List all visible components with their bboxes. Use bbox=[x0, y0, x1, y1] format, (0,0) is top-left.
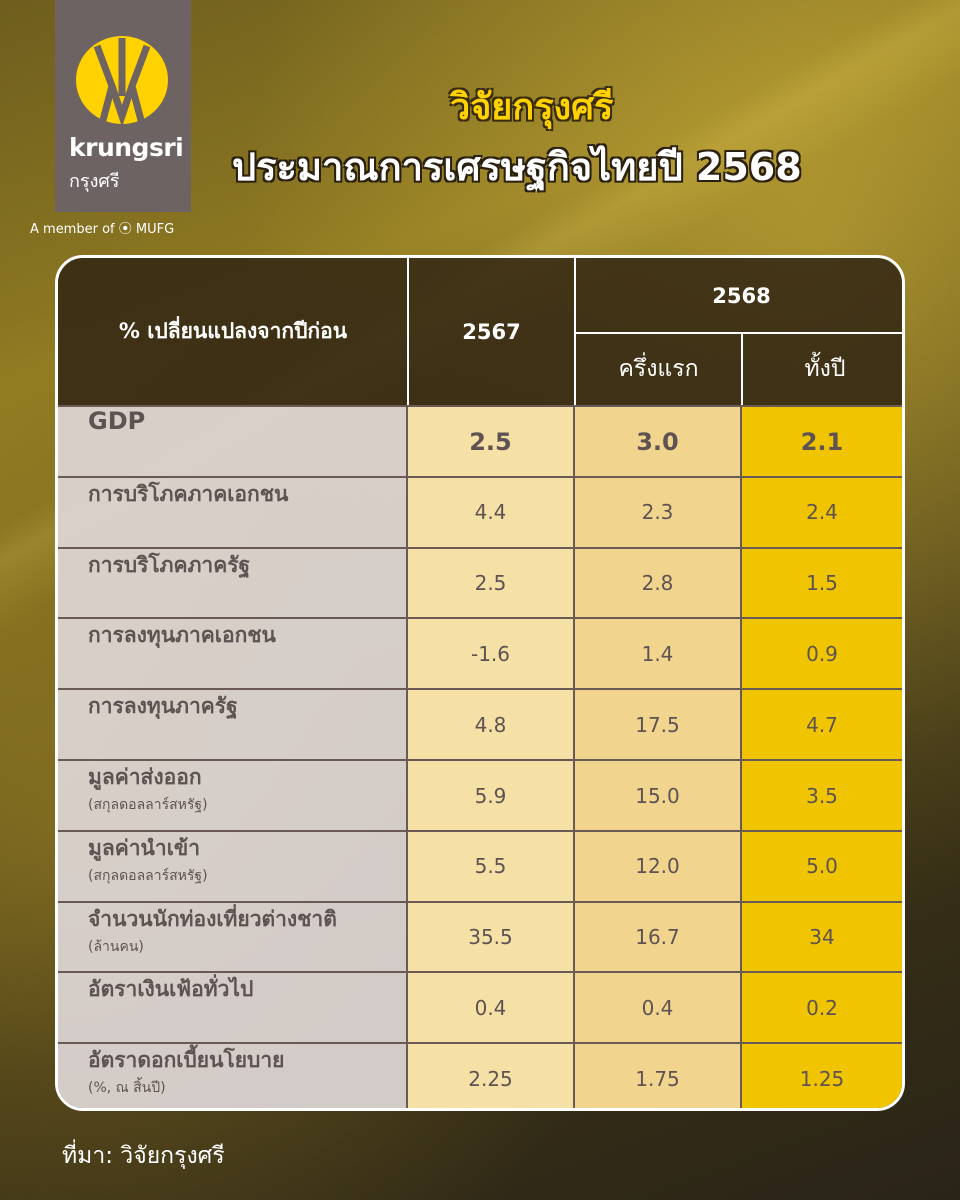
value-2568-full-year: 0.9 bbox=[742, 619, 902, 689]
divider bbox=[741, 333, 743, 405]
row-label-cell: การลงทุนภาครัฐ bbox=[58, 690, 408, 760]
header-2568: 2568 bbox=[712, 283, 771, 308]
table-row: การบริโภคภาคเอกชน 4.4 2.3 2.4 bbox=[58, 475, 902, 547]
value-2568-first-half: 3.0 bbox=[575, 407, 742, 476]
table-row: จำนวนนักท่องเที่ยวต่างชาติ (ล้านคน) 35.5 … bbox=[58, 900, 902, 972]
value-2568-first-half: 2.3 bbox=[575, 477, 742, 547]
row-label: มูลค่านำเข้า bbox=[88, 835, 201, 860]
value-2568-first-half: 17.5 bbox=[575, 690, 742, 760]
row-label-cell: อัตราดอกเบี้ยนโยบาย (%, ณ สิ้นปี) bbox=[58, 1044, 408, 1108]
header-label: % เปลี่ยนแปลงจากปีก่อน bbox=[118, 319, 348, 343]
value-2568-first-half: 12.0 bbox=[575, 831, 742, 901]
brand-name-th: กรุงศรี bbox=[69, 171, 120, 192]
row-label-cell: มูลค่าส่งออก (สกุลดอลลาร์สหรัฐ) bbox=[58, 761, 408, 830]
header-2567: 2567 bbox=[462, 319, 521, 344]
table-row: การลงทุนภาครัฐ 4.8 17.5 4.7 bbox=[58, 688, 902, 760]
value-2567: 35.5 bbox=[408, 902, 575, 972]
mufg-member-text: A member of ⦿ MUFG bbox=[30, 222, 175, 237]
divider bbox=[575, 332, 902, 334]
value-2568-full-year: 4.7 bbox=[742, 690, 902, 760]
row-label-cell: จำนวนนักท่องเที่ยวต่างชาติ (ล้านคน) bbox=[58, 902, 408, 972]
value-2568-first-half: 2.8 bbox=[575, 548, 742, 618]
divider bbox=[407, 258, 409, 405]
row-sublabel: (สกุลดอลลาร์สหรัฐ) bbox=[88, 867, 208, 884]
value-2567: 5.5 bbox=[408, 831, 575, 901]
row-label: จำนวนนักท่องเที่ยวต่างชาติ bbox=[88, 906, 337, 931]
row-label: การบริโภคภาคเอกชน bbox=[88, 481, 289, 506]
row-sublabel: (สกุลดอลลาร์สหรัฐ) bbox=[88, 797, 208, 813]
krungsri-emblem-icon bbox=[76, 36, 168, 128]
row-sublabel: (%, ณ สิ้นปี) bbox=[88, 1080, 166, 1097]
value-2568-first-half: 1.75 bbox=[575, 1044, 742, 1108]
value-2568-first-half: 1.4 bbox=[575, 619, 742, 689]
brand-name-en: krungsri bbox=[69, 133, 184, 162]
table-row: อัตราเงินเฟ้อทั่วไป 0.4 0.4 0.2 bbox=[58, 971, 902, 1043]
row-label: การลงทุนภาคเอกชน bbox=[88, 623, 276, 648]
table-row: มูลค่าส่งออก (สกุลดอลลาร์สหรัฐ) 5.9 15.0 … bbox=[58, 759, 902, 830]
row-label-cell: GDP bbox=[58, 407, 408, 476]
title-line2: ประมาณการเศรษฐกิจไทยปี 2568 bbox=[232, 145, 802, 189]
value-2568-full-year: 0.2 bbox=[742, 973, 902, 1043]
value-2568-full-year: 1.5 bbox=[742, 548, 902, 618]
krungsri-logo: krungsri กรุงศรี bbox=[55, 0, 191, 212]
row-sublabel: (ล้านคน) bbox=[88, 938, 144, 955]
divider bbox=[574, 258, 576, 405]
value-2568-full-year: 1.25 bbox=[742, 1044, 902, 1108]
source-note: ที่มา: วิจัยกรุงศรี bbox=[62, 1143, 225, 1169]
table-header: % เปลี่ยนแปลงจากปีก่อน 2567 2568 ครึ่งแร… bbox=[58, 258, 902, 405]
value-2567: 2.5 bbox=[408, 548, 575, 618]
value-2568-first-half: 16.7 bbox=[575, 902, 742, 972]
forecast-table: % เปลี่ยนแปลงจากปีก่อน 2567 2568 ครึ่งแร… bbox=[55, 255, 905, 1111]
value-2567: 4.8 bbox=[408, 690, 575, 760]
table-row: มูลค่านำเข้า (สกุลดอลลาร์สหรัฐ) 5.5 12.0 … bbox=[58, 829, 902, 901]
row-label-cell: มูลค่านำเข้า (สกุลดอลลาร์สหรัฐ) bbox=[58, 831, 408, 901]
value-2568-full-year: 34 bbox=[742, 902, 902, 972]
value-2567: 5.9 bbox=[408, 761, 575, 830]
table-row: การลงทุนภาคเอกชน -1.6 1.4 0.9 bbox=[58, 617, 902, 689]
value-2568-full-year: 2.4 bbox=[742, 477, 902, 547]
table-row: การบริโภคภาครัฐ 2.5 2.8 1.5 bbox=[58, 546, 902, 618]
row-label-cell: การบริโภคภาคเอกชน bbox=[58, 477, 408, 547]
value-2568-first-half: 15.0 bbox=[575, 761, 742, 830]
header-full-year: ทั้งปี bbox=[804, 356, 846, 382]
value-2567: 4.4 bbox=[408, 477, 575, 547]
value-2567: 2.5 bbox=[408, 407, 575, 476]
value-2567: -1.6 bbox=[408, 619, 575, 689]
title-line1: วิจัยกรุงศรี bbox=[0, 78, 960, 135]
row-label: การบริโภคภาครัฐ bbox=[88, 552, 251, 577]
row-label: GDP bbox=[88, 407, 146, 435]
table-row: GDP 2.5 3.0 2.1 bbox=[58, 405, 902, 476]
row-label: การลงทุนภาครัฐ bbox=[88, 694, 238, 719]
title-line1-text: วิจัยกรุงศรี bbox=[450, 87, 614, 128]
value-2567: 0.4 bbox=[408, 973, 575, 1043]
value-2568-first-half: 0.4 bbox=[575, 973, 742, 1043]
value-2568-full-year: 3.5 bbox=[742, 761, 902, 830]
table-row: อัตราดอกเบี้ยนโยบาย (%, ณ สิ้นปี) 2.25 1.… bbox=[58, 1042, 902, 1108]
row-label: อัตราเงินเฟ้อทั่วไป bbox=[88, 977, 254, 1002]
value-2567: 2.25 bbox=[408, 1044, 575, 1108]
row-label-cell: การลงทุนภาคเอกชน bbox=[58, 619, 408, 689]
value-2568-full-year: 5.0 bbox=[742, 831, 902, 901]
row-label: มูลค่าส่งออก bbox=[88, 765, 202, 789]
value-2568-full-year: 2.1 bbox=[742, 407, 902, 476]
row-label-cell: การบริโภคภาครัฐ bbox=[58, 548, 408, 618]
row-label: อัตราดอกเบี้ยนโยบาย bbox=[88, 1048, 285, 1073]
header-first-half: ครึ่งแรก bbox=[618, 356, 699, 382]
row-label-cell: อัตราเงินเฟ้อทั่วไป bbox=[58, 973, 408, 1043]
